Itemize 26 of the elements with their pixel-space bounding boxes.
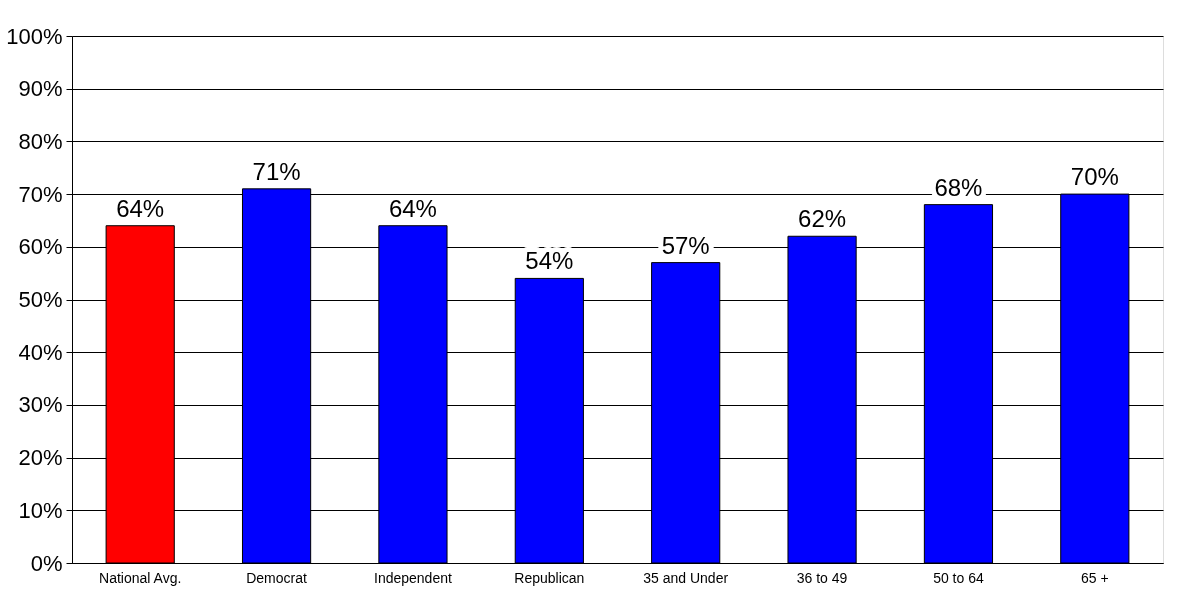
y-tick-label: 90% bbox=[18, 76, 63, 102]
y-tick-label: 10% bbox=[18, 497, 63, 523]
y-tick-label: 50% bbox=[18, 287, 63, 312]
x-tick-label: 50 to 64 bbox=[933, 569, 984, 586]
data-label: 68% bbox=[934, 173, 983, 201]
data-label: 71% bbox=[252, 157, 301, 185]
y-tick-label: 80% bbox=[18, 128, 63, 154]
x-tick-label: Democrat bbox=[246, 569, 308, 586]
x-tick-label: 36 to 49 bbox=[796, 569, 848, 586]
y-tick-label: 100% bbox=[6, 23, 63, 49]
x-tick-label: Republican bbox=[514, 569, 585, 586]
x-tick-label: 35 and Under bbox=[643, 569, 729, 586]
y-tick-label: 40% bbox=[18, 339, 63, 365]
y-tick-label: 60% bbox=[18, 234, 63, 260]
x-tick-label: Independent bbox=[374, 569, 452, 586]
y-tick-label: 0% bbox=[30, 550, 63, 576]
y-tick-label: 30% bbox=[18, 392, 63, 418]
data-label: 64% bbox=[116, 194, 165, 222]
data-label: 70% bbox=[1070, 163, 1119, 191]
data-label: 64% bbox=[388, 194, 437, 222]
data-label: 54% bbox=[525, 247, 574, 275]
y-tick-label: 70% bbox=[18, 181, 63, 207]
y-tick-label: 20% bbox=[18, 445, 63, 471]
data-label: 62% bbox=[798, 205, 847, 233]
x-tick-label: National Avg. bbox=[99, 569, 182, 586]
x-tick-label: 65 + bbox=[1080, 569, 1109, 586]
